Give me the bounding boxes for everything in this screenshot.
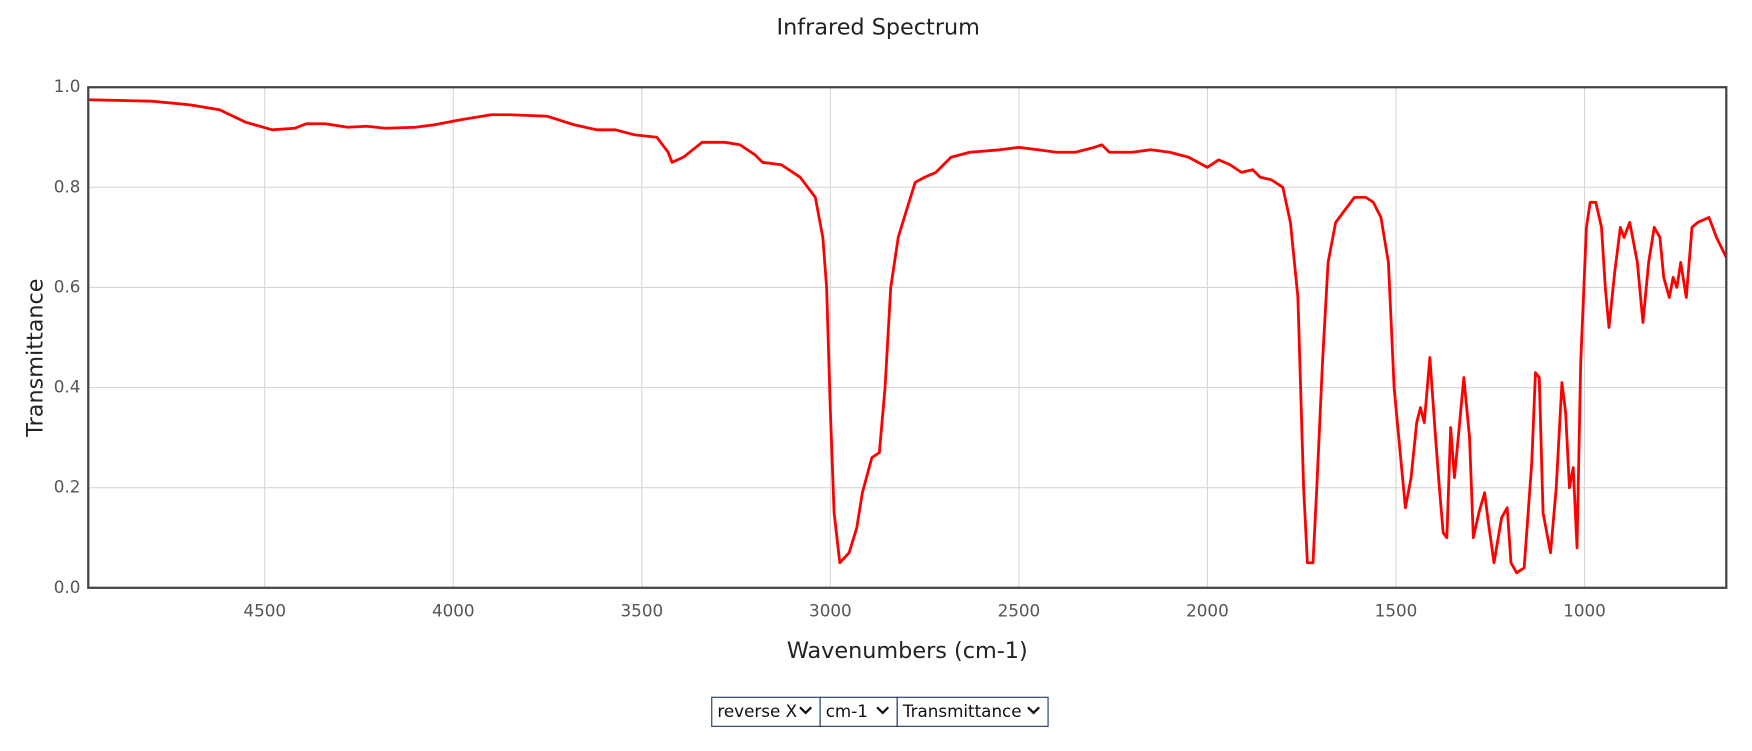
dropdown-box bbox=[711, 696, 821, 727]
x-tick-label: 3000 bbox=[809, 600, 852, 620]
dropdown-chevron bbox=[876, 706, 890, 715]
dropdown-chevron bbox=[799, 706, 812, 715]
y-tick-label: 0.6 bbox=[54, 276, 81, 296]
dropdown-chevron bbox=[1027, 706, 1040, 715]
x-tick-label: 2000 bbox=[1186, 600, 1229, 620]
y-tick-label: 0.2 bbox=[54, 477, 81, 497]
y-tick-label: 0.0 bbox=[54, 577, 81, 597]
y-tick-label: 0.4 bbox=[54, 377, 81, 397]
chart-title: Infrared Spectrum bbox=[777, 15, 980, 41]
dropdown[interactable]: cm-1 bbox=[819, 696, 898, 727]
y-axis-title: Transmittance bbox=[22, 278, 48, 437]
y-tick-label: 0.8 bbox=[54, 176, 81, 196]
x-tick-label: 4500 bbox=[243, 600, 286, 620]
dropdown-label: Transmittance bbox=[902, 701, 1022, 721]
x-tick-label: 3500 bbox=[621, 600, 664, 620]
y-tick-label: 1.0 bbox=[54, 76, 81, 96]
dropdown-label: cm-1 bbox=[826, 701, 868, 721]
dropdown[interactable]: Transmittance bbox=[896, 696, 1049, 727]
x-tick-label: 1500 bbox=[1375, 600, 1418, 620]
dropdown-box bbox=[896, 696, 1049, 727]
dropdown[interactable]: reverse X bbox=[711, 696, 821, 727]
x-tick-label: 2500 bbox=[998, 600, 1041, 620]
dropdown-label: reverse X bbox=[717, 701, 797, 721]
x-axis-title: Wavenumbers (cm-1) bbox=[787, 638, 1028, 664]
plot-frame bbox=[87, 86, 1728, 589]
controls: reverse X cm-1 Transmittance bbox=[711, 696, 1049, 727]
spectrum-line bbox=[88, 98, 1728, 575]
x-tick-label: 1000 bbox=[1563, 600, 1606, 620]
x-tick-label: 4000 bbox=[432, 600, 475, 620]
